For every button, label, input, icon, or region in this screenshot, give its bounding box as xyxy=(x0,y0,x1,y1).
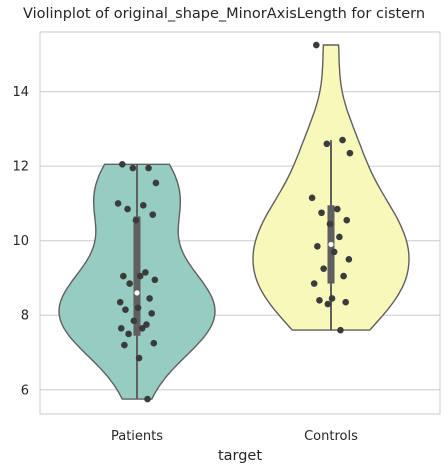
data-point xyxy=(145,164,152,172)
data-point xyxy=(345,256,353,263)
data-point xyxy=(114,200,122,207)
data-point xyxy=(310,280,318,287)
data-point xyxy=(135,354,143,362)
median-marker-controls xyxy=(328,241,334,248)
data-point xyxy=(318,209,325,217)
strip-points xyxy=(114,41,354,403)
data-point xyxy=(328,295,336,302)
data-point xyxy=(140,201,147,209)
data-point xyxy=(323,140,331,148)
x-axis-label: target xyxy=(218,448,262,464)
data-point xyxy=(121,341,128,349)
median-marker-patients xyxy=(134,290,140,296)
data-point xyxy=(326,220,334,228)
data-point xyxy=(316,297,323,304)
data-point xyxy=(122,306,129,313)
data-point xyxy=(130,317,138,325)
data-point xyxy=(339,136,346,144)
data-point xyxy=(340,272,347,280)
data-point xyxy=(117,324,125,332)
data-point xyxy=(346,149,354,157)
data-point xyxy=(151,276,159,284)
x-tick-label: Patients xyxy=(111,429,163,444)
data-point xyxy=(120,272,127,280)
data-point xyxy=(313,41,320,49)
x-tick-label: Controls xyxy=(304,429,358,444)
data-point xyxy=(142,269,149,276)
tick-labels: 6 8 10 12 14 Patients Controls xyxy=(12,85,358,444)
data-point xyxy=(320,265,327,272)
y-tick-label: 8 xyxy=(21,309,29,324)
plot-area-frame xyxy=(39,31,441,415)
data-point xyxy=(343,216,351,224)
data-point xyxy=(152,179,160,187)
data-point xyxy=(334,205,341,213)
y-tick-label: 10 xyxy=(12,234,29,249)
data-point xyxy=(126,280,133,287)
y-tick-label: 12 xyxy=(12,160,29,175)
data-point xyxy=(125,330,132,338)
data-point xyxy=(146,295,153,302)
data-point xyxy=(342,298,350,306)
data-point xyxy=(330,248,338,256)
violins xyxy=(58,44,410,400)
data-point xyxy=(119,161,126,168)
data-point xyxy=(138,324,146,332)
data-point xyxy=(314,242,321,250)
data-point xyxy=(129,164,137,172)
data-point xyxy=(124,205,131,213)
data-point xyxy=(116,298,124,306)
data-point xyxy=(132,216,140,224)
data-point xyxy=(149,211,157,218)
y-tick-label: 6 xyxy=(21,383,29,398)
data-point xyxy=(308,194,316,202)
data-point xyxy=(336,233,343,241)
data-point xyxy=(148,310,155,317)
chart-title: Violinplot of original_shape_MinorAxisLe… xyxy=(22,6,426,22)
data-point xyxy=(144,395,151,403)
data-point xyxy=(337,326,344,334)
y-tick-label: 14 xyxy=(12,85,29,100)
data-point xyxy=(150,339,158,347)
data-point xyxy=(136,272,144,280)
data-point xyxy=(134,304,142,312)
data-point xyxy=(324,300,332,308)
